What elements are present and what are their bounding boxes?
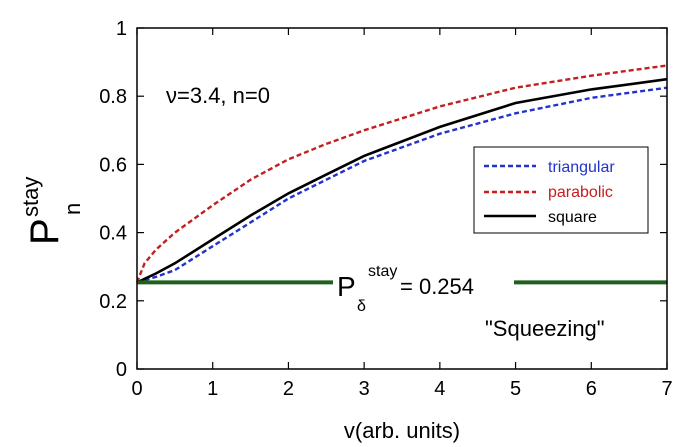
x-tick-label: 5 (510, 378, 521, 400)
x-tick-label: 4 (434, 378, 445, 400)
x-axis-title: v(arb. units) (344, 418, 460, 443)
y-tick-label: 0.2 (99, 291, 127, 313)
series-line-triangular (136, 86, 668, 284)
legend-label-triangular: triangular (548, 159, 615, 176)
hline-label-bg (333, 262, 514, 308)
x-tick-label: 7 (661, 378, 672, 400)
hline-label-sub: δ (357, 298, 366, 315)
x-tick-label: 6 (586, 378, 597, 400)
y-tick-label: 0.4 (99, 223, 127, 245)
y-tick-label: 0 (116, 359, 127, 381)
x-tick-label: 2 (283, 378, 294, 400)
plot-frame (136, 27, 668, 370)
y-axis-title-main: P (23, 218, 67, 245)
legend-label-parabolic: parabolic (548, 184, 613, 201)
series-line-square (136, 77, 668, 284)
y-tick-label: 1 (116, 18, 127, 40)
y-axis-title: P stay n (18, 177, 85, 245)
legend-box (473, 146, 649, 234)
y-tick-label: 0.8 (99, 86, 127, 108)
hline-label: P stay δ = 0.254 (333, 262, 514, 315)
x-tick-label: 0 (131, 378, 142, 400)
x-tick-label: 3 (359, 378, 370, 400)
y-axis-title-sub: n (60, 203, 85, 215)
hline-label-value: = 0.254 (400, 274, 474, 299)
x-tick-label: 1 (207, 378, 218, 400)
y-tick-label: 0.6 (99, 154, 127, 176)
hline-label-sup: stay (368, 263, 397, 280)
params-annotation: ν=3.4, n=0 (166, 83, 270, 108)
legend-label-square: square (548, 209, 597, 226)
legend: triangular parabolic square (473, 146, 649, 234)
y-axis-title-sup: stay (18, 177, 43, 217)
tick-layer: 0 1 2 3 4 5 6 7 0 0.2 0.4 0.6 0.8 1 (99, 18, 672, 400)
squeezing-annotation: "Squeezing" (485, 316, 605, 341)
hline-label-p: P (337, 271, 356, 302)
